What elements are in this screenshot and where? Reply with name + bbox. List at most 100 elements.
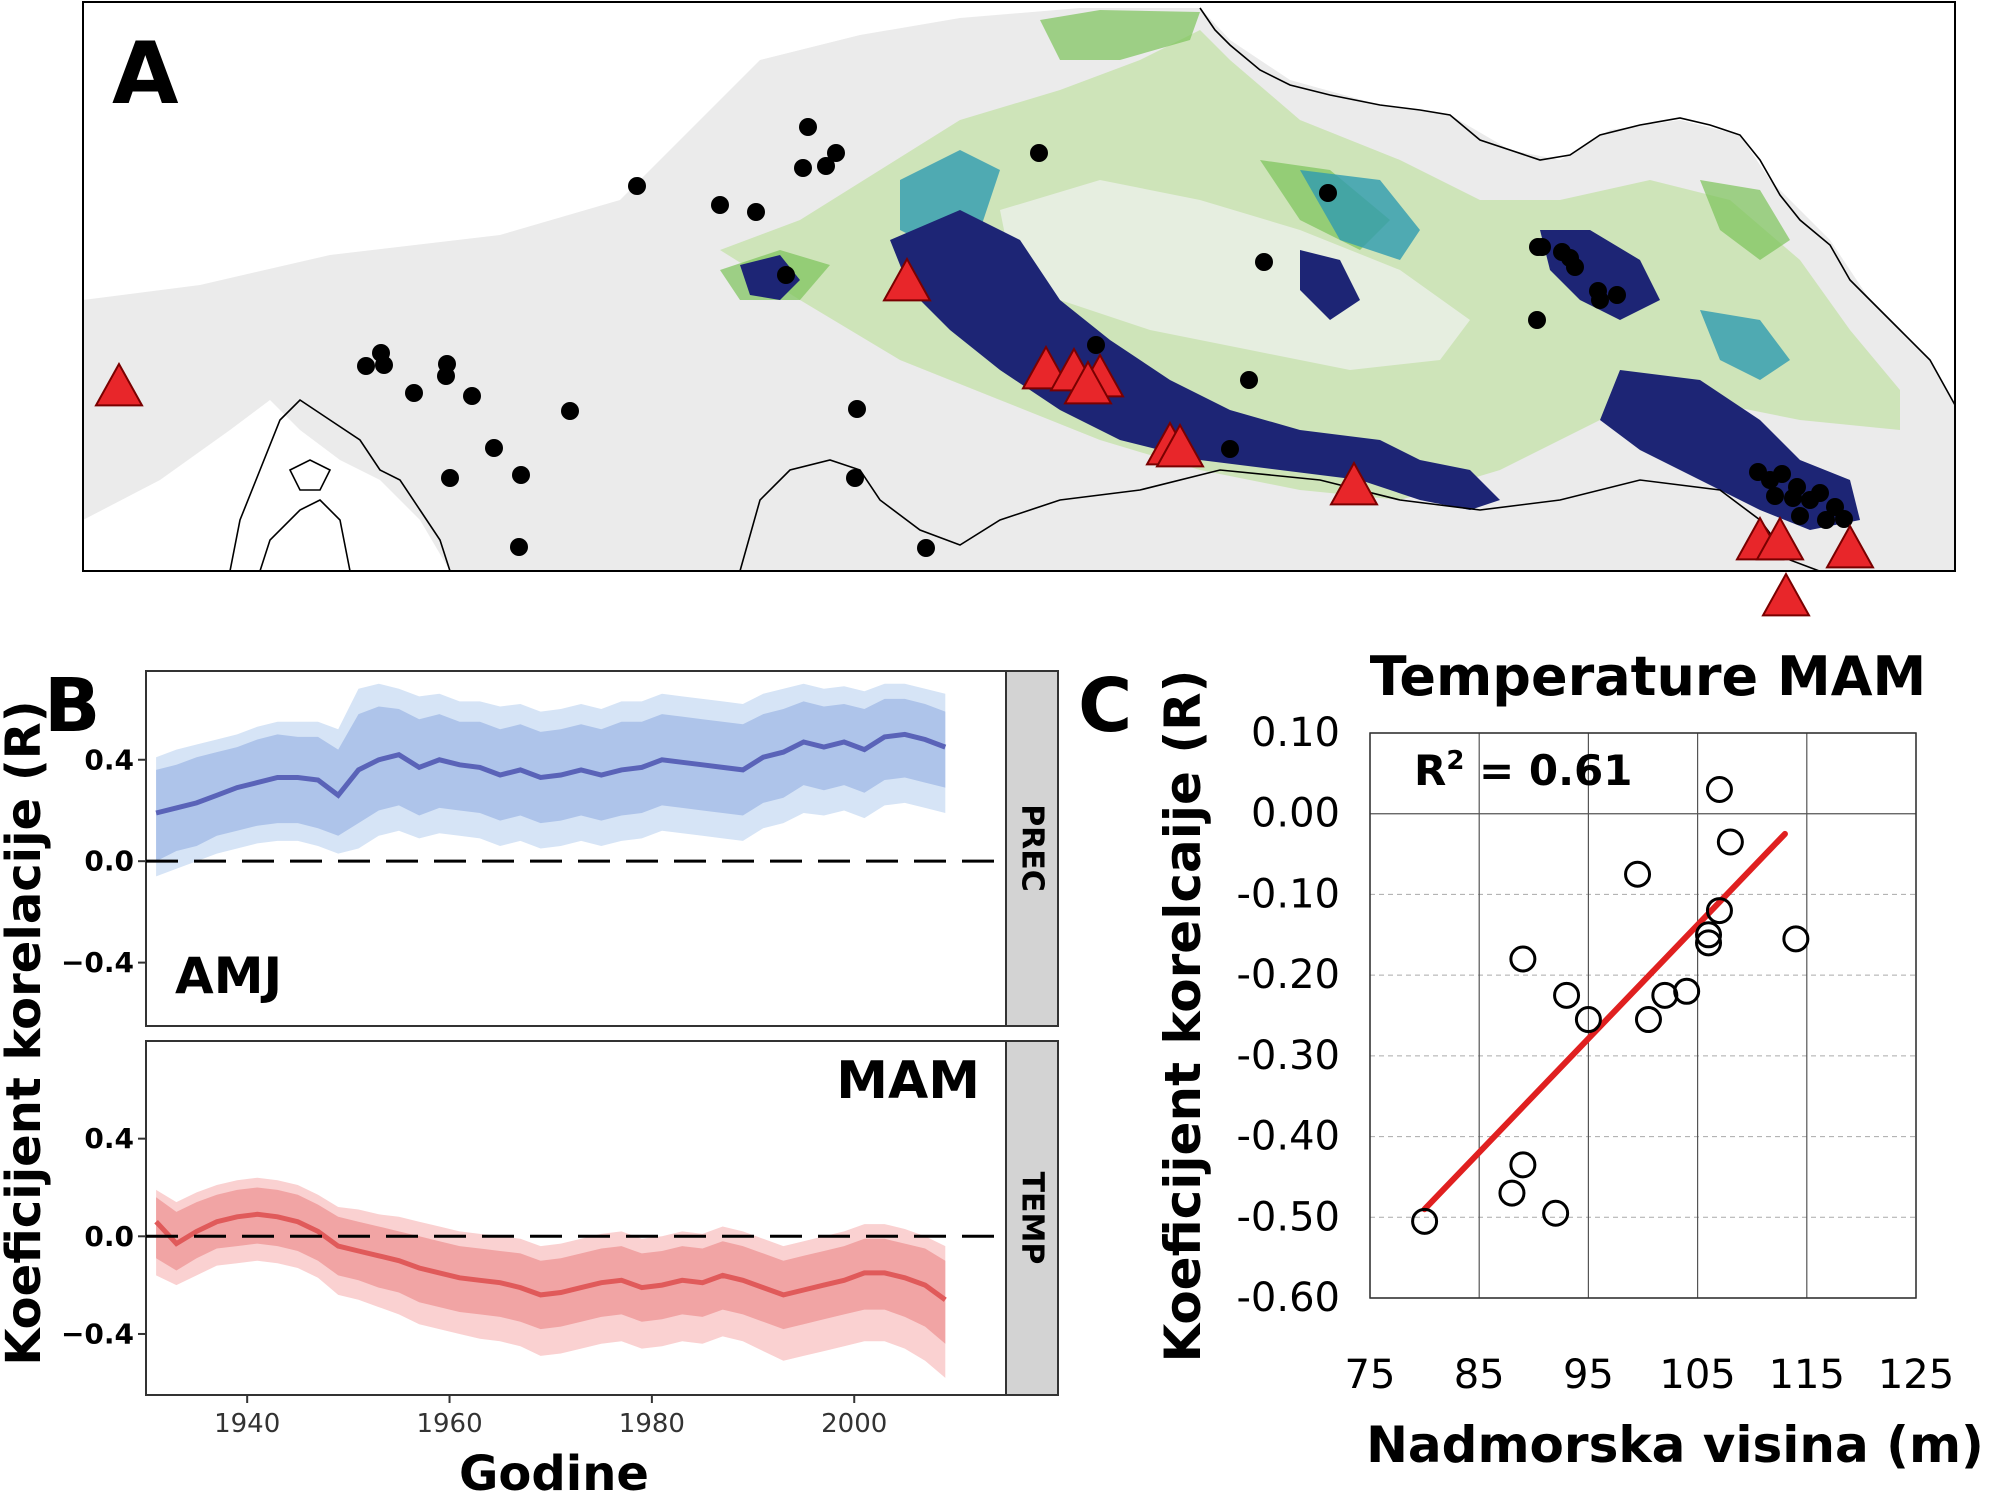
y-tick-label: -0.60	[1237, 1275, 1341, 1321]
temp-mean-line	[154, 1211, 947, 1302]
map-dot-site	[1791, 507, 1809, 525]
panel-c-y-axis: 0.10 0.00 -0.10 -0.20 -0.30 -0.40 -0.50 -0.60	[1237, 710, 1341, 1321]
scatter-point	[1411, 1207, 1439, 1235]
y-tick-label: -0.20	[1237, 952, 1341, 998]
scatter-point	[1624, 860, 1652, 888]
scatter-point	[1705, 897, 1733, 925]
panel-c-scatter: C Temperature MAM R2 = 0.61 0.10 0.00 -0.1…	[1078, 645, 1984, 1474]
scatter-point	[1695, 929, 1723, 957]
map-south-border	[739, 459, 1822, 571]
x-tick-label: 1940	[214, 1409, 280, 1439]
map-triangle-site	[1155, 422, 1205, 468]
map-dot-site	[777, 266, 795, 284]
map-dot-site	[441, 469, 459, 487]
map-dot-site	[510, 538, 528, 556]
map-zone-navy	[890, 210, 1500, 510]
map-triangle-site	[882, 256, 932, 302]
map-triangle-site	[1825, 523, 1875, 569]
y-tick-label: 0.0	[84, 845, 134, 878]
map-dot-site	[437, 367, 455, 385]
x-tick-label: 75	[1345, 1352, 1396, 1398]
map-dot-site	[1608, 286, 1626, 304]
x-tick-label: 2000	[821, 1409, 887, 1439]
panel-c-frame	[1369, 732, 1917, 1299]
map-triangle-site	[94, 361, 144, 407]
strip-prec-label: PREC	[1015, 804, 1050, 892]
map-dot-site	[357, 357, 375, 375]
map-dot-sites	[357, 118, 1853, 557]
map-dot-site	[827, 144, 845, 162]
panel-label-b: B	[44, 663, 100, 749]
scatter-point	[1509, 945, 1537, 973]
strip-temp	[1005, 1040, 1059, 1396]
panel-c-x-axis: 75 85 95 105 115 125	[1345, 1352, 1955, 1398]
map-dot-site	[848, 400, 866, 418]
map-border-line	[1199, 7, 1955, 406]
r-squared-value: = 0.61	[1464, 746, 1632, 795]
map-dot-site	[1766, 487, 1784, 505]
y-tick-label: 0.4	[84, 743, 134, 776]
map-dot-site	[561, 402, 579, 420]
map-triangle-sites	[94, 256, 1875, 617]
scatter-point	[1695, 921, 1723, 949]
map-dot-site	[1240, 371, 1258, 389]
y-tick-label: -0.10	[1237, 871, 1341, 917]
panel-label-a: A	[112, 24, 179, 124]
map-dot-site	[1773, 465, 1791, 483]
map-dot-site	[1255, 253, 1273, 271]
map-dot-site	[799, 118, 817, 136]
map-zone-navy-east	[1300, 230, 1860, 530]
r-squared-sup: 2	[1446, 746, 1464, 776]
map-dot-site	[747, 203, 765, 221]
map-dot-site	[917, 539, 935, 557]
map-dot-site	[628, 177, 646, 195]
map-dot-site	[1030, 144, 1048, 162]
scatter-point	[1651, 981, 1679, 1009]
panel-c-x-title: Nadmorska visina (m)	[1366, 1416, 1984, 1474]
map-dot-site	[1591, 291, 1609, 309]
map-dot-site	[711, 196, 729, 214]
map-dot-site	[794, 159, 812, 177]
season-label-mam: MAM	[836, 1051, 980, 1111]
map-dot-site	[375, 356, 393, 374]
map-zone-light-center	[1000, 180, 1470, 370]
map-dot-site	[1087, 336, 1105, 354]
panel-c-grid	[1369, 732, 1917, 1299]
scatter-point	[1509, 1151, 1537, 1179]
prec-band-inner	[156, 698, 946, 862]
scatter-point	[1716, 828, 1744, 856]
map-dot-site	[1817, 511, 1835, 529]
y-tick-label: 0.4	[84, 1122, 134, 1155]
scatter-point	[1634, 1006, 1662, 1034]
y-tick-label: 0.00	[1251, 791, 1340, 837]
facet-prec: PREC AMJ 0.4 0.0 −0.4	[61, 670, 1059, 1027]
scatter-point	[1542, 1199, 1570, 1227]
map-dot-site	[405, 384, 423, 402]
map-dot-site	[1221, 440, 1239, 458]
panel-a-map: A	[82, 1, 1956, 617]
map-triangle-site	[1755, 515, 1805, 561]
y-tick-label: −0.4	[61, 1317, 134, 1350]
map-sea-region	[83, 400, 450, 571]
y-tick-label: -0.40	[1237, 1114, 1341, 1160]
r-squared-symbol: R	[1414, 746, 1446, 795]
map-dot-site	[1528, 311, 1546, 329]
map-dot-site	[1566, 258, 1584, 276]
strip-temp-label: TEMP	[1015, 1172, 1050, 1265]
x-tick-label: 125	[1878, 1352, 1954, 1398]
scatter-point	[1705, 776, 1733, 803]
temp-band-inner	[156, 1187, 946, 1344]
map-dot-site	[1811, 484, 1829, 502]
panel-label-c: C	[1078, 663, 1132, 749]
map-dot-site	[846, 469, 864, 487]
r-squared-annotation: R2 = 0.61	[1414, 746, 1633, 795]
season-label-amj: AMJ	[175, 947, 282, 1005]
y-tick-label: -0.50	[1237, 1194, 1341, 1240]
scatter-points	[1411, 776, 1810, 1235]
x-tick-label: 115	[1769, 1352, 1845, 1398]
map-dot-site	[512, 466, 530, 484]
x-tick-label: 1960	[416, 1409, 482, 1439]
map-dot-site	[1319, 184, 1337, 202]
panel-b-timeseries: B PREC AMJ 0.4 0.0 −0.4 TEMP MAM 0.4 0.0 −0.…	[0, 663, 1059, 1495]
